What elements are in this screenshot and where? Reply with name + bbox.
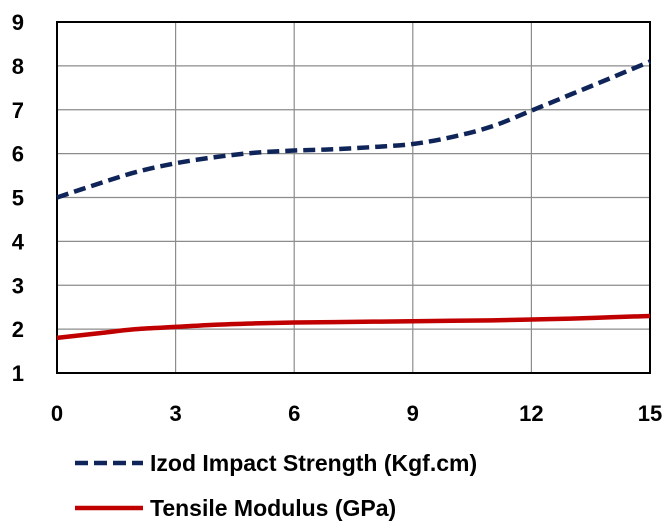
y-tick-label: 9 <box>12 10 24 35</box>
series-line-izod-impact-strength <box>56 59 651 200</box>
legend-label-izod: Izod Impact Strength (Kgf.cm) <box>150 450 477 476</box>
y-tick-label: 3 <box>12 273 24 298</box>
series-layer <box>56 59 651 341</box>
y-tick-label: 8 <box>12 54 24 79</box>
y-tick-label: 6 <box>12 142 24 167</box>
y-tick-label: 1 <box>12 361 24 386</box>
x-tick-label: 6 <box>288 401 300 426</box>
y-tick-label: 7 <box>12 98 24 123</box>
y-tick-label: 2 <box>12 317 24 342</box>
legend-label-tensile: Tensile Modulus (GPa) <box>150 495 396 521</box>
y-axis-tick-labels: 1 2 3 4 5 6 7 8 9 <box>12 10 25 386</box>
legend-item-tensile: Tensile Modulus (GPa) <box>75 495 396 521</box>
x-tick-label: 15 <box>638 401 662 426</box>
x-axis-tick-labels: 0 3 6 9 12 15 <box>51 401 662 426</box>
legend: Izod Impact Strength (Kgf.cm) Tensile Mo… <box>75 450 477 521</box>
legend-item-izod: Izod Impact Strength (Kgf.cm) <box>75 450 477 476</box>
y-tick-label: 5 <box>12 186 24 211</box>
x-tick-label: 12 <box>519 401 543 426</box>
x-tick-label: 0 <box>51 401 63 426</box>
y-tick-label: 4 <box>12 229 25 254</box>
x-tick-label: 3 <box>169 401 181 426</box>
x-tick-label: 9 <box>407 401 419 426</box>
series-line-tensile-modulus <box>56 313 651 341</box>
